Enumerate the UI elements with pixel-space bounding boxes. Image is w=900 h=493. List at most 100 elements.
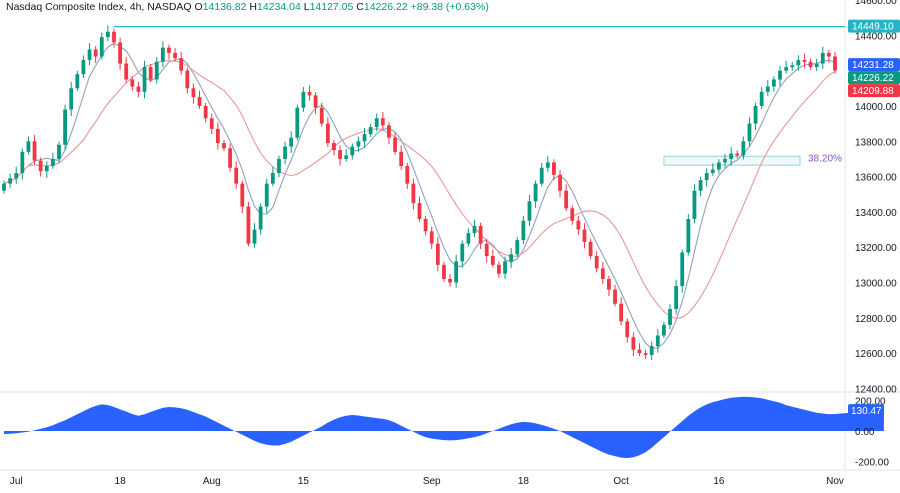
candle-body (772, 79, 776, 87)
candle-body (466, 233, 471, 244)
candle-body (44, 165, 49, 172)
candle-body (442, 264, 446, 279)
candle-body (124, 63, 129, 80)
candle-body (350, 146, 355, 156)
candle-body (20, 151, 25, 174)
candle-body (784, 67, 789, 71)
candle-body (490, 256, 495, 265)
candle-body (14, 173, 19, 179)
oscillator-tick-label: -200.00 (855, 457, 889, 468)
close-label: C (356, 1, 364, 13)
candle-body (240, 183, 245, 207)
candle-body (270, 173, 275, 184)
candle-body (674, 286, 679, 310)
candle-body (26, 141, 31, 152)
candle-body (197, 97, 202, 106)
time-tick-label: 18 (115, 476, 127, 487)
candle-body (796, 60, 801, 66)
candle-body (594, 256, 599, 269)
candle-body (588, 241, 593, 257)
candle-body (167, 47, 171, 53)
oscillator-tick-label: 200.00 (855, 397, 886, 408)
resistance-price-tag-bg (848, 19, 900, 33)
high-value: 14234.04 (257, 1, 301, 13)
candle-body (191, 88, 196, 98)
header-legend: Nasdaq Composite Index, 4h, NASDAQ O1413… (6, 1, 489, 13)
candle-body (423, 218, 428, 232)
candle-body (222, 143, 226, 149)
price-tick-label: 14000.00 (855, 102, 897, 113)
slow-moving-average-line (3, 59, 836, 320)
candle-body (619, 303, 624, 322)
candle-body (307, 91, 312, 96)
candle-body (478, 226, 483, 244)
candle-body (112, 31, 116, 43)
time-tick-label: 15 (298, 476, 310, 487)
time-tick-label: Jul (10, 476, 23, 487)
candle-body (570, 208, 575, 221)
change-value: +89.38 (+0.63%) (410, 1, 489, 13)
candle-body (545, 162, 550, 168)
candle-body (393, 137, 397, 152)
candle-body (87, 49, 92, 61)
candle-body (814, 63, 819, 68)
candle-body (63, 109, 67, 145)
time-tick-label: Sep (423, 476, 441, 487)
candle-body (576, 220, 581, 230)
candle-body (57, 144, 61, 159)
candle-body (753, 105, 758, 124)
candle-body (765, 86, 770, 92)
candle-body (429, 231, 434, 244)
candle-body (454, 261, 459, 283)
candle-body (790, 65, 795, 68)
candle-body (484, 243, 489, 257)
candle-body (93, 49, 98, 57)
price-tick-label: 12800.00 (855, 314, 897, 325)
candle-body (509, 254, 514, 262)
candle-body (228, 148, 232, 168)
time-tick-label: Aug (203, 476, 221, 487)
candle-body (704, 173, 709, 181)
fast-moving-average-line (3, 42, 836, 349)
candle-body (332, 143, 336, 151)
candle-body (539, 167, 544, 184)
candle-body (607, 278, 611, 290)
candle-body (503, 261, 507, 274)
candle-body (460, 243, 465, 262)
candle-body (613, 289, 617, 304)
candle-body (826, 52, 831, 57)
candle-body (735, 153, 740, 156)
candle-body (283, 146, 287, 159)
chart-title: Nasdaq Composite Index, 4h, NASDAQ (6, 1, 192, 13)
oscillator-value-tag-bg (848, 404, 884, 418)
price-tick-label: 13600.00 (855, 173, 897, 184)
candle-body (515, 240, 520, 255)
price-tick-label: 12400.00 (855, 384, 897, 395)
price-tick-label: 12600.00 (855, 349, 897, 360)
candle-body (203, 105, 208, 119)
candle-body (558, 174, 562, 191)
open-value: 14136.82 (202, 1, 247, 13)
candle-body (472, 226, 477, 234)
candle-body (118, 42, 122, 64)
candle-body (264, 183, 269, 207)
candle-body (2, 183, 6, 191)
candle-body (802, 60, 807, 62)
candle-body (130, 79, 135, 87)
candle-body (723, 158, 727, 163)
candle-body (698, 180, 703, 191)
candle-body (99, 37, 104, 57)
candle-body (692, 190, 697, 219)
candle-body (380, 118, 385, 126)
fast-ma-price-tag-bg (848, 58, 900, 72)
candle-body (820, 52, 825, 64)
fast-ma-price-tag: 14231.28 (852, 60, 894, 71)
candle-body (533, 183, 538, 202)
candle-body (710, 169, 715, 174)
candle-body (686, 218, 691, 253)
candle-body (313, 95, 318, 108)
candle-body (319, 107, 324, 124)
candle-body (600, 268, 605, 279)
